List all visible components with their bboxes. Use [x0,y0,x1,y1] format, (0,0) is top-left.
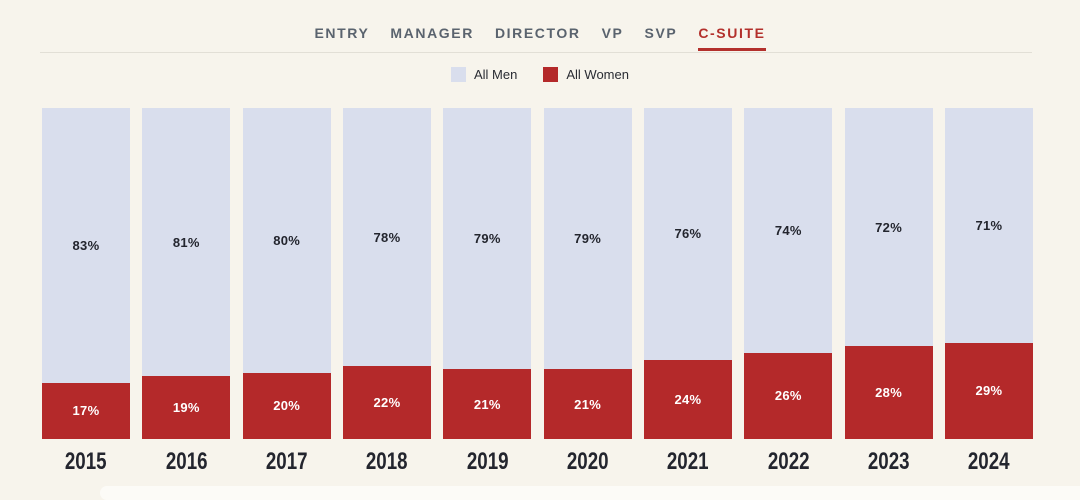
women-value-label: 20% [273,398,301,414]
stacked-bar: 79% 21% [443,108,532,439]
legend-swatch-icon [543,67,559,82]
year-label-text: 2022 [767,448,810,475]
men-value-label: 78% [373,229,401,245]
men-segment: 79% [543,108,632,370]
horizontal-scrollbar[interactable] [100,486,1080,500]
women-value-label: 29% [975,383,1003,399]
bar-column: 79% 21% 2019 [443,108,532,476]
women-segment: 21% [543,369,632,439]
men-segment: 72% [844,108,933,347]
men-value-label: 79% [473,231,501,247]
women-value-label: 22% [373,395,401,411]
stacked-bar: 71% 29% [944,108,1033,439]
year-label-text: 2020 [566,448,609,475]
men-value-label: 83% [72,237,100,253]
tabs-divider [40,52,1032,53]
tab-director[interactable]: DIRECTOR [494,25,581,41]
bar-column: 80% 20% 2017 [242,108,331,476]
stacked-bar: 78% 22% [342,108,431,439]
year-label: 2020 [544,448,632,476]
legend-label: All Women [566,67,629,82]
legend-item: All Men [451,67,517,82]
year-label-text: 2021 [667,448,709,475]
year-label-text: 2017 [265,448,308,475]
year-label-text: 2023 [867,448,910,475]
men-value-label: 74% [774,222,802,238]
tab-entry[interactable]: ENTRY [314,25,370,41]
men-value-label: 81% [172,234,200,250]
women-value-label: 19% [172,400,200,416]
year-label: 2017 [243,448,331,476]
men-segment: 83% [42,108,130,383]
men-value-label: 72% [875,219,903,235]
stacked-bar: 83% 17% [42,108,130,439]
bar-column: 79% 21% 2020 [543,108,632,476]
bar-column: 76% 24% 2021 [643,108,732,476]
year-label: 2023 [845,448,933,476]
women-value-label: 26% [774,388,802,404]
year-label-text: 2016 [165,448,208,475]
year-label-text: 2018 [366,448,408,475]
bar-column: 78% 22% 2018 [342,108,431,476]
year-label: 2015 [42,448,130,476]
men-segment: 71% [944,108,1033,343]
stacked-bar: 74% 26% [744,108,833,439]
tab-vp[interactable]: VP [601,25,624,41]
bar-column: 83% 17% 2015 [42,108,130,476]
men-value-label: 79% [574,231,602,247]
tab-c-suite[interactable]: C-SUITE [698,26,766,51]
men-value-label: 76% [674,226,702,242]
men-segment: 81% [142,108,231,377]
stacked-bar: 72% 28% [844,108,933,439]
women-value-label: 21% [473,396,501,412]
year-label-text: 2019 [466,448,509,475]
women-value-label: 21% [574,396,602,412]
men-segment: 79% [443,108,532,370]
stacked-bar: 81% 19% [142,108,231,439]
legend-item: All Women [543,67,629,82]
year-label: 2022 [744,448,832,476]
stacked-bar: 80% 20% [242,108,331,439]
year-label-text: 2024 [968,448,1010,475]
women-segment: 24% [643,359,732,439]
women-segment: 29% [944,343,1033,439]
women-segment: 28% [844,346,933,439]
women-segment: 17% [42,382,130,439]
stacked-bar: 79% 21% [543,108,632,439]
men-segment: 78% [342,108,431,367]
legend: All Men All Women [0,67,1080,82]
women-segment: 21% [443,369,532,439]
stacked-bar-chart: 83% 17% 2015 81% 19% 2016 80% [42,108,1033,476]
men-segment: 76% [643,108,732,360]
legend-swatch-icon [451,67,466,82]
year-label: 2018 [343,448,431,476]
level-tabs: ENTRY MANAGER DIRECTOR VP SVP C-SUITE [0,26,1080,51]
men-segment: 80% [242,108,331,373]
tab-svp[interactable]: SVP [644,25,678,41]
women-segment: 26% [744,352,833,439]
legend-label: All Men [474,67,518,82]
women-value-label: 28% [875,385,903,401]
year-label: 2021 [644,448,732,476]
women-segment: 19% [142,376,231,439]
men-value-label: 80% [273,232,301,248]
year-label: 2024 [945,448,1033,476]
year-label: 2016 [142,448,230,476]
men-value-label: 71% [975,218,1003,233]
year-label-text: 2015 [65,448,107,475]
year-label: 2019 [443,448,531,476]
stacked-bar: 76% 24% [643,108,732,439]
women-segment: 20% [242,372,331,439]
tab-manager[interactable]: MANAGER [390,25,474,41]
bar-column: 81% 19% 2016 [142,108,231,476]
men-segment: 74% [744,108,833,353]
women-value-label: 17% [72,403,100,419]
bar-column: 72% 28% 2023 [844,108,933,476]
bar-column: 71% 29% 2024 [944,108,1033,476]
women-value-label: 24% [674,391,702,407]
bar-column: 74% 26% 2022 [744,108,833,476]
women-segment: 22% [342,366,431,439]
